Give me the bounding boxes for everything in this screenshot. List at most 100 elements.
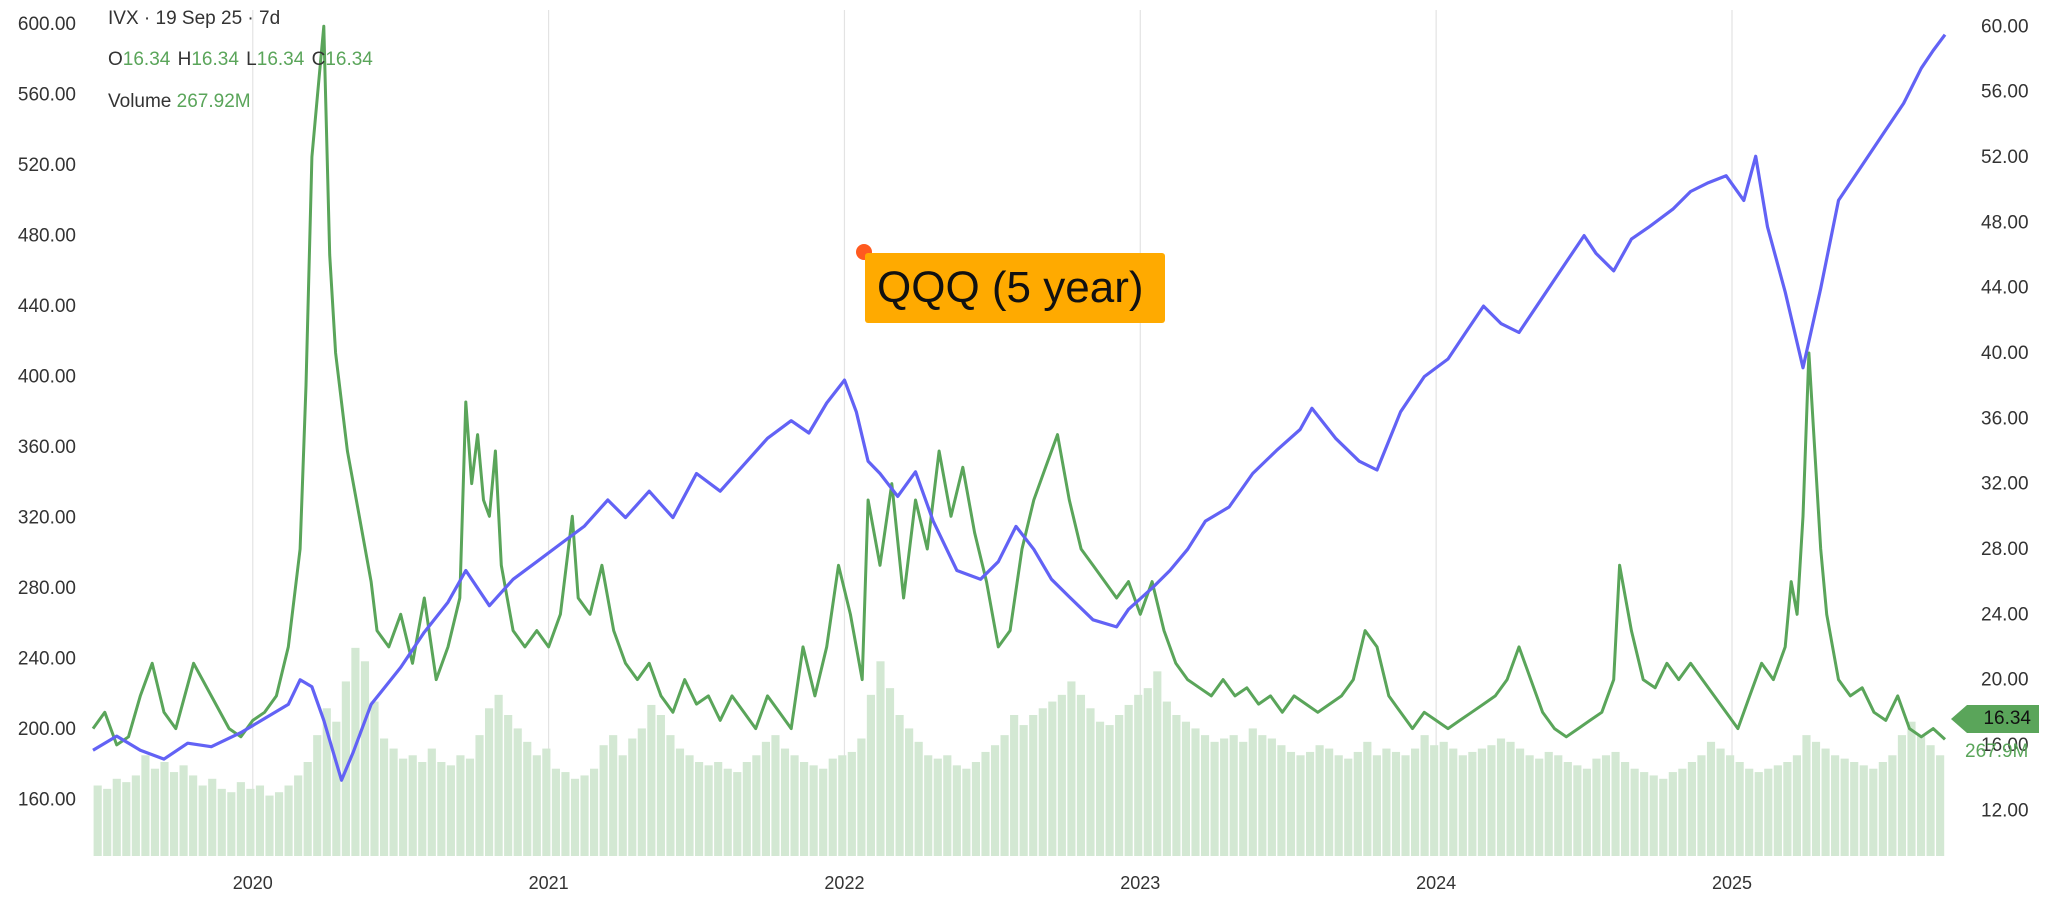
right-value-axis: 60.00 56.00 52.00 48.00 44.00 40.00 36.00 32.00… <box>1981 16 2029 821</box>
close-value: 16.34 <box>325 49 373 70</box>
left-tick-label: 520.00 <box>18 155 76 176</box>
high-label: H <box>177 49 192 70</box>
volume-bar <box>742 762 751 856</box>
time-axis: 2020 2021 2022 2023 2024 2025 <box>233 873 1752 893</box>
volume-bar <box>217 788 226 856</box>
volume-bar <box>847 751 856 856</box>
volume-bar <box>141 755 150 856</box>
right-tick-label: 48.00 <box>1981 212 2029 233</box>
volume-bar <box>1468 751 1477 856</box>
volume-bar <box>208 778 217 856</box>
volume-bar <box>198 785 207 856</box>
volume-bar <box>714 762 723 856</box>
volume-bar <box>733 772 742 856</box>
volume-bar <box>1554 755 1563 856</box>
volume-bar <box>1706 741 1716 856</box>
volume-bar <box>1754 772 1763 856</box>
volume-bar <box>1592 758 1601 856</box>
volume-bar <box>1258 735 1267 856</box>
x-tick-label-2022: 2022 <box>824 873 864 893</box>
volume-bar <box>542 748 551 856</box>
volume-bar <box>1916 735 1926 856</box>
volume-bar <box>351 647 360 856</box>
volume-bar <box>150 768 160 856</box>
volume-bar <box>885 688 895 856</box>
volume-bar <box>1840 758 1849 856</box>
volume-bar <box>1220 738 1229 856</box>
volume-bar <box>1239 741 1248 856</box>
volume-bar <box>255 785 265 856</box>
close-label: C <box>311 49 326 70</box>
volume-bar <box>1267 738 1276 856</box>
volume-bar <box>1735 762 1744 856</box>
volume-bar <box>485 708 494 856</box>
volume-bar <box>236 782 245 856</box>
last-value-tag: 16.34 <box>1951 705 2039 733</box>
volume-bar <box>1850 762 1859 856</box>
left-tick-label: 560.00 <box>18 85 76 106</box>
volume-bar <box>1382 748 1391 856</box>
volume-bar <box>1773 765 1782 856</box>
volume-bar <box>169 772 179 856</box>
volume-bar <box>1000 735 1009 856</box>
volume-bar <box>761 741 770 856</box>
volume-bar <box>1659 778 1668 856</box>
volume-bar <box>160 762 169 856</box>
volume-bar <box>446 765 455 856</box>
volume-bar <box>1191 728 1200 856</box>
volume-bar <box>695 762 704 856</box>
volume-bar <box>1926 745 1935 856</box>
right-tick-label: 36.00 <box>1981 408 2029 429</box>
volume-bar <box>752 755 761 856</box>
volume-bar <box>103 788 112 856</box>
volume-bar <box>1649 775 1658 856</box>
volume-bar <box>1936 755 1945 856</box>
volume-bar <box>780 748 790 856</box>
volume-bar <box>1286 751 1296 856</box>
volume-bar <box>303 762 312 856</box>
volume-bar <box>857 738 866 856</box>
volume-bar <box>1067 681 1076 856</box>
volume-bar <box>494 694 503 856</box>
right-tick-label: 20.00 <box>1981 670 2029 691</box>
volume-bar <box>800 762 809 856</box>
volume-bar <box>1124 704 1133 856</box>
left-price-axis: 600.00 560.00 520.00 480.00 440.00 400.00 360.… <box>18 14 76 810</box>
volume-bar <box>666 735 675 856</box>
volume-bar <box>1115 715 1124 856</box>
low-value: 16.34 <box>256 49 305 70</box>
left-tick-label: 280.00 <box>18 578 76 599</box>
volume-bar <box>294 775 303 856</box>
open-label: O <box>108 49 123 70</box>
volume-bar <box>551 768 560 856</box>
volume-bar <box>523 741 532 856</box>
volume-bar <box>322 708 331 856</box>
volume-bar <box>990 745 1000 856</box>
volume-bar <box>1086 708 1095 856</box>
right-tick-label: 60.00 <box>1981 16 2029 37</box>
volume-bar <box>685 755 694 856</box>
volume-bar <box>465 758 475 856</box>
volume-bar <box>1897 735 1907 856</box>
volume-bar <box>532 755 541 856</box>
left-tick-label: 440.00 <box>18 296 76 317</box>
volume-bar <box>456 755 465 856</box>
volume-bar <box>971 762 981 856</box>
volume-bar <box>1878 762 1887 856</box>
volume-bar <box>1411 748 1420 856</box>
volume-bar <box>1153 671 1162 856</box>
qqq-series-line <box>92 33 1947 782</box>
volume-bar <box>332 721 341 856</box>
chart-annotation-label[interactable]: QQQ (5 year) <box>865 253 1165 323</box>
volume-bar <box>1401 755 1410 856</box>
volume-bar <box>1229 735 1238 856</box>
volume-bar <box>962 768 971 856</box>
volume-bar <box>427 748 436 856</box>
chart-legend-title: IVX · 19 Sep 25 · 7d <box>108 8 281 29</box>
volume-bar <box>284 785 293 856</box>
volume-bar <box>1678 768 1687 856</box>
volume-bar <box>790 755 799 856</box>
volume-bar <box>399 758 408 856</box>
x-tick-label-2020: 2020 <box>233 873 273 893</box>
volume-bar <box>389 748 398 856</box>
